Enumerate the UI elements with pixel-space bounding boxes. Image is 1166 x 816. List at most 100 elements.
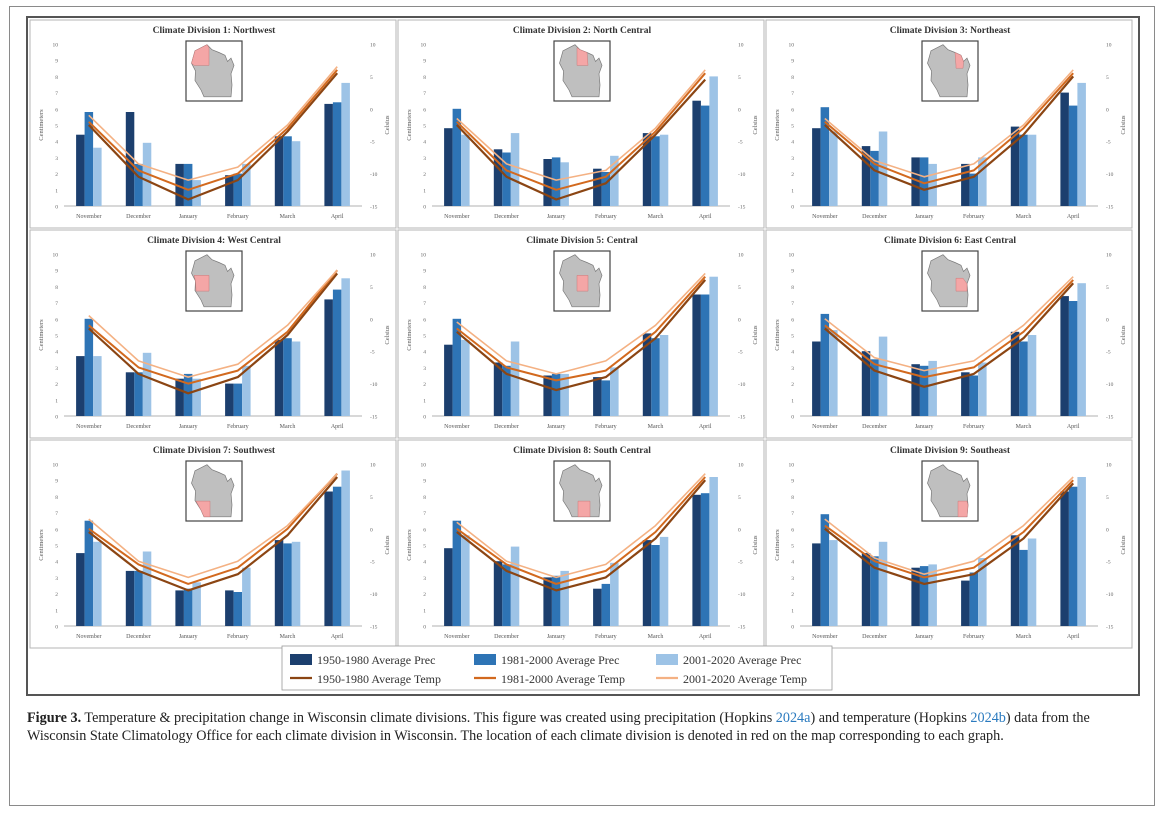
y-tick-label: 3: [55, 156, 58, 162]
x-tick-label: February: [227, 214, 249, 220]
y-tick-label: 0: [423, 625, 426, 631]
bar: [870, 359, 879, 416]
y2-tick-label: -5: [370, 140, 375, 146]
y2-tick-label: -15: [1106, 625, 1114, 631]
y-tick-label: 9: [423, 479, 426, 485]
bar: [444, 128, 453, 206]
bar: [692, 494, 701, 626]
y2-tick-label: 5: [738, 285, 741, 291]
chart-title: Climate Division 3: Northeast: [890, 26, 1011, 36]
bar: [709, 477, 718, 626]
chart-title: Climate Division 9: Southeast: [890, 446, 1011, 456]
y-tick-label: 1: [423, 608, 426, 614]
bar: [502, 152, 511, 206]
y-tick-label: 5: [791, 334, 794, 340]
bar: [911, 567, 920, 626]
x-tick-label: November: [812, 214, 837, 220]
y-tick-label: 5: [55, 124, 58, 130]
x-tick-label: December: [862, 424, 887, 430]
bar: [225, 383, 234, 416]
y2-tick-label: -5: [370, 350, 375, 356]
legend-item: 1981-2000 Average Prec: [474, 653, 619, 667]
y2-tick-label: 10: [738, 463, 744, 469]
chart-title: Climate Division 6: East Central: [884, 236, 1016, 246]
bar: [969, 572, 979, 626]
bar: [233, 383, 243, 416]
bar: [341, 470, 350, 626]
temp-line: [456, 69, 706, 181]
y2-tick-label: 0: [738, 527, 741, 533]
bar: [978, 362, 987, 416]
bar: [659, 134, 669, 206]
y2-axis-label: Celsius: [752, 115, 759, 135]
bar: [175, 163, 184, 206]
legend-label: 2001-2020 Average Temp: [683, 672, 807, 686]
y-axis-label: Centimeters: [774, 109, 781, 141]
chart-panel-4: Climate Division 4: West Central 0 1 2 3 4 5 6 7…: [29, 229, 397, 439]
bar: [1019, 549, 1028, 626]
y2-tick-label: 10: [370, 463, 376, 469]
x-tick-label: March: [280, 634, 296, 640]
bar: [283, 136, 292, 206]
bar: [593, 168, 602, 206]
y2-tick-label: -10: [1106, 172, 1114, 178]
y-tick-label: 2: [791, 172, 794, 178]
x-tick-label: March: [648, 424, 664, 430]
y-axis-label: Centimeters: [406, 529, 413, 561]
temp-line: [824, 69, 1074, 178]
x-tick-label: January: [179, 424, 198, 430]
x-tick-label: March: [648, 214, 664, 220]
y-tick-label: 3: [55, 576, 58, 582]
caption-text-3: ) data from the Wisconsin State Climatol…: [27, 710, 1090, 744]
x-tick-label: February: [595, 634, 617, 640]
bar: [861, 146, 871, 206]
legend-item: 1950-1980 Average Prec: [290, 653, 435, 667]
y-tick-label: 4: [423, 560, 426, 566]
x-tick-label: December: [126, 214, 151, 220]
y-tick-label: 8: [423, 285, 426, 291]
chart-grid: Climate Division 1: Northwest 0 1 2 3 4 5 6 7 8 9 1…: [29, 19, 1133, 691]
y-axis-label: Centimeters: [38, 529, 45, 561]
bar: [861, 553, 871, 626]
bar: [709, 76, 718, 207]
x-tick-label: January: [915, 424, 934, 430]
chart-panel-8: Climate Division 8: South Central 0 1 2 3 4 5 6…: [397, 439, 765, 649]
y-tick-label: 10: [53, 463, 59, 469]
x-tick-label: November: [76, 634, 101, 640]
legend-label: 2001-2020 Average Prec: [683, 653, 801, 667]
caption-citation-a[interactable]: 2024a: [775, 710, 811, 726]
x-tick-label: January: [915, 214, 934, 220]
bar: [1077, 477, 1086, 626]
bar: [324, 491, 333, 626]
bar: [332, 289, 342, 416]
y2-tick-label: 0: [370, 527, 373, 533]
bar: [452, 318, 462, 416]
legend-swatch: [656, 654, 678, 665]
bar: [610, 367, 619, 416]
bar: [1060, 92, 1069, 206]
temp-line: [88, 269, 338, 385]
bar: [961, 580, 970, 626]
bar: [1027, 538, 1037, 626]
y-tick-label: 7: [791, 91, 794, 97]
caption-citation-b[interactable]: 2024b: [970, 710, 1006, 726]
y2-tick-label: -5: [738, 140, 743, 146]
bar: [878, 131, 888, 206]
bar: [928, 360, 937, 416]
bar: [283, 338, 292, 416]
chart-panel-3: Climate Division 3: Northeast 0 1 2 3 4 5 6 7 8 9 1…: [765, 19, 1133, 229]
y2-axis-label: Celsius: [384, 535, 391, 555]
y-tick-label: 8: [423, 495, 426, 501]
chart-title: Climate Division 4: West Central: [147, 236, 281, 246]
bar: [978, 157, 987, 206]
y-tick-label: 4: [55, 140, 58, 146]
division-highlight: [957, 500, 969, 518]
bar: [502, 564, 511, 626]
y2-axis-label: Celsius: [752, 535, 759, 555]
bar: [493, 561, 503, 626]
bar: [242, 163, 251, 206]
y-tick-label: 6: [55, 107, 58, 113]
y-tick-label: 9: [791, 479, 794, 485]
bar: [919, 365, 929, 416]
bar: [93, 356, 102, 416]
